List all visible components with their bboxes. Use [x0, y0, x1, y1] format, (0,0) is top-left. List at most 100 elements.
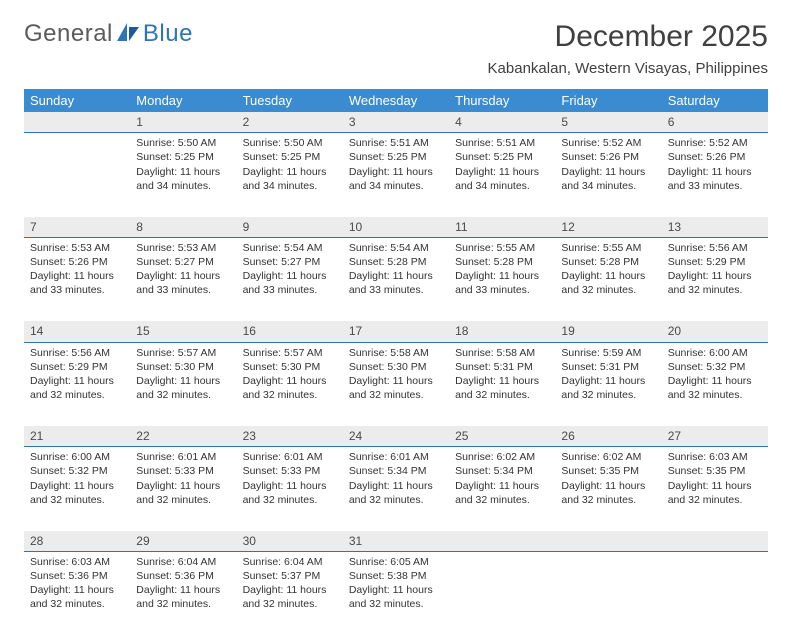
day-cell	[555, 551, 661, 635]
day-day1: Daylight: 11 hours	[561, 165, 655, 179]
day-sunrise: Sunrise: 5:54 AM	[349, 241, 443, 255]
day-number-cell	[449, 531, 555, 552]
day-number-row: 78910111213	[24, 217, 768, 238]
day-cell: Sunrise: 6:04 AMSunset: 5:36 PMDaylight:…	[130, 551, 236, 635]
weekday-header: Wednesday	[343, 89, 449, 112]
day-body-row: Sunrise: 6:00 AMSunset: 5:32 PMDaylight:…	[24, 447, 768, 531]
day-sunset: Sunset: 5:33 PM	[136, 464, 230, 478]
day-day1: Daylight: 11 hours	[30, 269, 124, 283]
day-sunset: Sunset: 5:36 PM	[136, 569, 230, 583]
day-day2: and 32 minutes.	[349, 597, 443, 611]
day-sunset: Sunset: 5:36 PM	[30, 569, 124, 583]
weekday-header: Thursday	[449, 89, 555, 112]
day-number-cell: 19	[555, 321, 661, 342]
day-sunrise: Sunrise: 6:01 AM	[349, 450, 443, 464]
day-number-row: 123456	[24, 112, 768, 133]
day-sunrise: Sunrise: 6:01 AM	[243, 450, 337, 464]
day-day2: and 32 minutes.	[561, 388, 655, 402]
day-sunset: Sunset: 5:29 PM	[668, 255, 762, 269]
day-day2: and 32 minutes.	[668, 283, 762, 297]
day-number-cell: 3	[343, 112, 449, 133]
day-sunset: Sunset: 5:32 PM	[30, 464, 124, 478]
day-day2: and 32 minutes.	[136, 597, 230, 611]
title-block: December 2025 Kabankalan, Western Visaya…	[488, 20, 768, 77]
day-number-cell: 9	[237, 217, 343, 238]
day-day1: Daylight: 11 hours	[455, 165, 549, 179]
day-day1: Daylight: 11 hours	[136, 479, 230, 493]
day-sunset: Sunset: 5:34 PM	[349, 464, 443, 478]
day-sunrise: Sunrise: 6:02 AM	[455, 450, 549, 464]
day-cell: Sunrise: 6:05 AMSunset: 5:38 PMDaylight:…	[343, 551, 449, 635]
day-sunrise: Sunrise: 6:03 AM	[30, 555, 124, 569]
day-cell: Sunrise: 5:55 AMSunset: 5:28 PMDaylight:…	[555, 237, 661, 321]
day-number-cell	[555, 531, 661, 552]
day-sunset: Sunset: 5:30 PM	[349, 360, 443, 374]
day-sunset: Sunset: 5:25 PM	[349, 150, 443, 164]
day-cell: Sunrise: 6:02 AMSunset: 5:35 PMDaylight:…	[555, 447, 661, 531]
day-body-row: Sunrise: 6:03 AMSunset: 5:36 PMDaylight:…	[24, 551, 768, 635]
day-day1: Daylight: 11 hours	[243, 374, 337, 388]
day-day2: and 32 minutes.	[349, 493, 443, 507]
day-day1: Daylight: 11 hours	[455, 374, 549, 388]
day-day2: and 34 minutes.	[561, 179, 655, 193]
day-day1: Daylight: 11 hours	[349, 165, 443, 179]
day-cell: Sunrise: 6:01 AMSunset: 5:34 PMDaylight:…	[343, 447, 449, 531]
day-sunrise: Sunrise: 5:56 AM	[30, 346, 124, 360]
day-day1: Daylight: 11 hours	[455, 479, 549, 493]
day-day1: Daylight: 11 hours	[243, 165, 337, 179]
day-number-cell: 11	[449, 217, 555, 238]
day-number-cell: 18	[449, 321, 555, 342]
day-day2: and 32 minutes.	[455, 493, 549, 507]
day-sunrise: Sunrise: 5:59 AM	[561, 346, 655, 360]
day-day2: and 33 minutes.	[136, 283, 230, 297]
day-sunset: Sunset: 5:28 PM	[561, 255, 655, 269]
day-number-cell: 21	[24, 426, 130, 447]
day-day1: Daylight: 11 hours	[561, 479, 655, 493]
day-number-cell: 8	[130, 217, 236, 238]
day-sunset: Sunset: 5:26 PM	[561, 150, 655, 164]
day-number-cell: 25	[449, 426, 555, 447]
day-sunrise: Sunrise: 5:55 AM	[455, 241, 549, 255]
day-sunset: Sunset: 5:27 PM	[243, 255, 337, 269]
day-body-row: Sunrise: 5:50 AMSunset: 5:25 PMDaylight:…	[24, 133, 768, 217]
day-cell: Sunrise: 5:58 AMSunset: 5:30 PMDaylight:…	[343, 342, 449, 426]
day-body-row: Sunrise: 5:53 AMSunset: 5:26 PMDaylight:…	[24, 237, 768, 321]
day-sunrise: Sunrise: 5:53 AM	[30, 241, 124, 255]
day-sunset: Sunset: 5:30 PM	[243, 360, 337, 374]
day-cell	[24, 133, 130, 217]
page-subtitle: Kabankalan, Western Visayas, Philippines	[488, 60, 768, 77]
day-day1: Daylight: 11 hours	[668, 479, 762, 493]
day-day2: and 32 minutes.	[30, 597, 124, 611]
brand-part2: Blue	[143, 20, 193, 48]
day-cell: Sunrise: 6:01 AMSunset: 5:33 PMDaylight:…	[237, 447, 343, 531]
day-sunset: Sunset: 5:31 PM	[561, 360, 655, 374]
weekday-header: Sunday	[24, 89, 130, 112]
day-sunrise: Sunrise: 5:50 AM	[243, 136, 337, 150]
weekday-header: Saturday	[662, 89, 768, 112]
day-cell: Sunrise: 6:03 AMSunset: 5:35 PMDaylight:…	[662, 447, 768, 531]
day-number-row: 21222324252627	[24, 426, 768, 447]
day-cell: Sunrise: 5:51 AMSunset: 5:25 PMDaylight:…	[449, 133, 555, 217]
day-number-cell: 20	[662, 321, 768, 342]
day-day1: Daylight: 11 hours	[136, 269, 230, 283]
day-sunset: Sunset: 5:28 PM	[349, 255, 443, 269]
day-number-cell: 1	[130, 112, 236, 133]
day-day1: Daylight: 11 hours	[243, 583, 337, 597]
day-day2: and 34 minutes.	[243, 179, 337, 193]
day-number-cell: 2	[237, 112, 343, 133]
day-sunrise: Sunrise: 5:54 AM	[243, 241, 337, 255]
day-day2: and 34 minutes.	[349, 179, 443, 193]
day-number-cell: 15	[130, 321, 236, 342]
day-day2: and 33 minutes.	[349, 283, 443, 297]
day-cell: Sunrise: 5:56 AMSunset: 5:29 PMDaylight:…	[662, 237, 768, 321]
day-sunrise: Sunrise: 5:58 AM	[349, 346, 443, 360]
day-cell: Sunrise: 6:00 AMSunset: 5:32 PMDaylight:…	[662, 342, 768, 426]
day-sunrise: Sunrise: 6:05 AM	[349, 555, 443, 569]
day-number-cell: 26	[555, 426, 661, 447]
day-sunset: Sunset: 5:35 PM	[668, 464, 762, 478]
weekday-header: Friday	[555, 89, 661, 112]
day-day1: Daylight: 11 hours	[668, 269, 762, 283]
day-day1: Daylight: 11 hours	[349, 269, 443, 283]
day-cell: Sunrise: 5:50 AMSunset: 5:25 PMDaylight:…	[237, 133, 343, 217]
day-sunrise: Sunrise: 5:52 AM	[668, 136, 762, 150]
